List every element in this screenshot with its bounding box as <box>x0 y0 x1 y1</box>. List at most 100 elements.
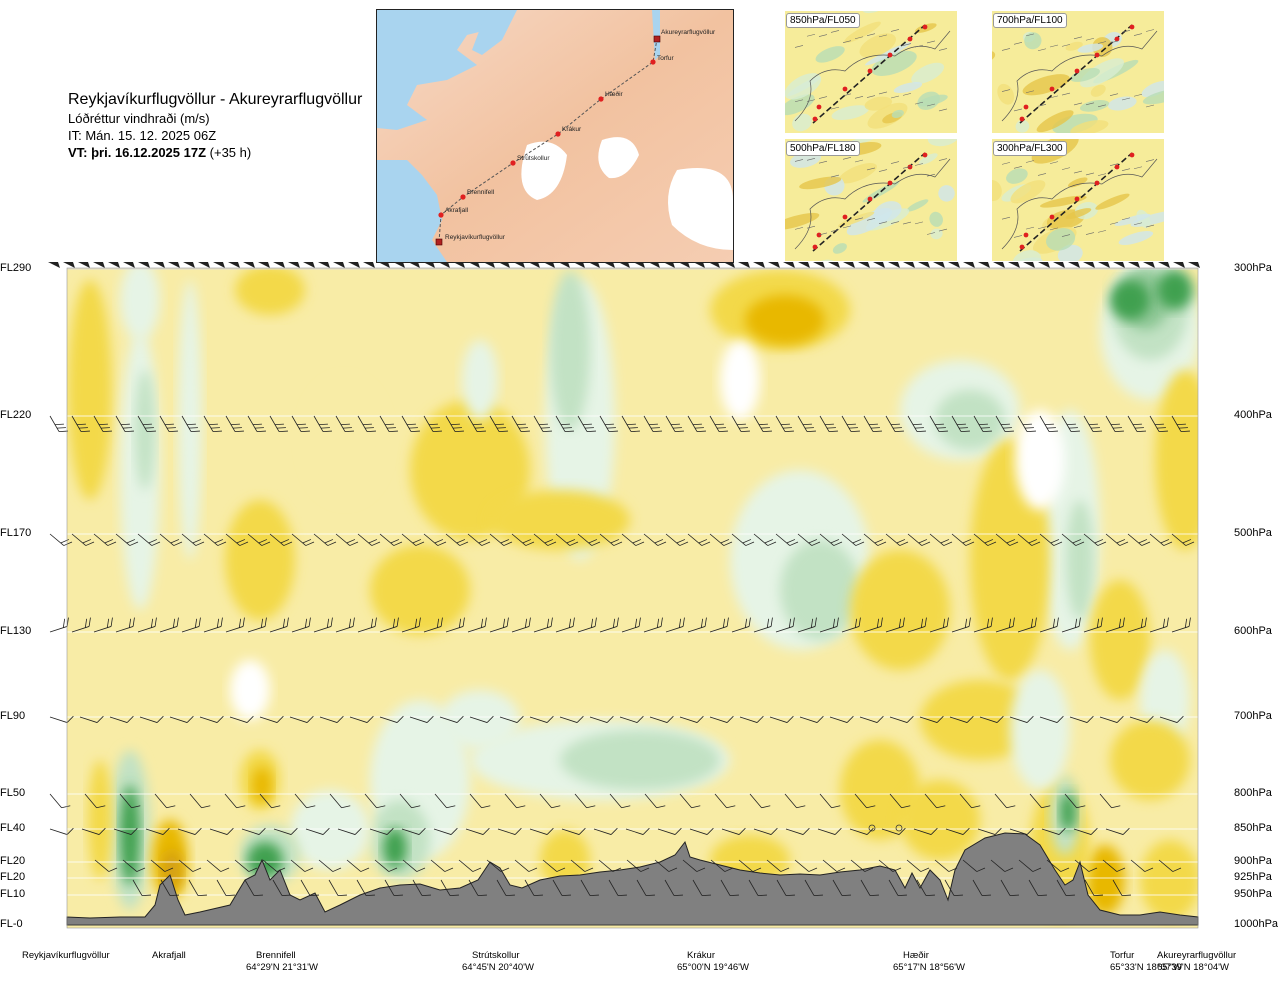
level-map-field <box>1012 250 1041 261</box>
level-map-barb <box>1037 226 1047 230</box>
wind-barb <box>511 415 530 432</box>
wind-barb <box>1102 859 1126 872</box>
velocity-blob-up-medium <box>490 490 630 550</box>
map-point-label: Akureyrarflugvöllur <box>661 29 716 36</box>
wind-barb <box>949 715 974 723</box>
wind-barb-top <box>198 262 210 268</box>
level-map-point <box>816 232 822 238</box>
level-map-label: 700hPa/FL100 <box>993 13 1067 28</box>
level-map-barb <box>794 45 804 48</box>
level-map-barb <box>818 96 828 99</box>
wind-barb-top <box>993 262 1005 268</box>
level-map-point <box>1074 68 1080 74</box>
wind-barb <box>1061 415 1080 432</box>
wind-barb <box>423 533 447 546</box>
wind-barb <box>241 827 266 835</box>
level-map-barb <box>866 218 876 221</box>
wind-barb <box>599 533 623 546</box>
wind-barb <box>679 793 701 809</box>
wind-barb <box>850 859 874 872</box>
wind-barb <box>272 879 291 896</box>
level-map-field <box>927 139 957 147</box>
velocity-blob-up-medium <box>1110 720 1190 800</box>
wind-barb-top <box>348 262 360 268</box>
wind-barb <box>115 617 135 633</box>
valid-time-bold: VT: þri. 16.12.2025 17Z <box>68 145 207 160</box>
wind-barb <box>229 715 254 723</box>
level-map-barb <box>830 229 840 232</box>
wind-barb <box>709 415 728 432</box>
wind-barb <box>794 859 818 872</box>
wind-barb <box>160 879 179 896</box>
level-map-svg <box>992 11 1164 133</box>
wind-barb <box>529 827 554 835</box>
wind-barb-top <box>93 262 105 268</box>
map-point-label: Reykjavíkurflugvöllur <box>445 234 506 241</box>
title-block: Reykjavíkurflugvöllur - Akureyrarflugvöl… <box>68 90 362 161</box>
wind-barb <box>687 617 707 633</box>
wind-barb <box>731 415 750 432</box>
wind-barb <box>412 879 431 896</box>
level-map-barb <box>806 99 816 102</box>
wind-barb <box>119 793 141 809</box>
velocity-blob-down-light <box>120 268 160 340</box>
wind-barb <box>225 533 249 546</box>
map-sea-west <box>377 160 447 262</box>
wind-barb <box>247 617 267 633</box>
level-map-barb <box>1121 97 1131 101</box>
level-map-point <box>907 36 913 42</box>
level-map-label: 300hPa/FL300 <box>993 141 1067 156</box>
wind-barb <box>313 415 332 432</box>
wind-barb <box>244 879 263 896</box>
wind-barb-top <box>288 262 300 268</box>
terrain-profile <box>66 832 1199 926</box>
wind-barb-top <box>243 262 255 268</box>
wind-barb <box>1112 879 1131 896</box>
wind-barb <box>841 415 860 432</box>
chart-subtitle: Lóðréttur vindhraði (m/s) <box>68 111 210 126</box>
wind-barb <box>990 859 1014 872</box>
wind-barb <box>539 793 561 809</box>
wind-barb <box>720 879 739 896</box>
wind-barb-top <box>663 262 675 268</box>
wind-barb <box>379 715 404 723</box>
wind-barb <box>913 827 938 835</box>
level-map-field <box>1095 193 1130 210</box>
level-map-barb <box>1025 90 1035 94</box>
level-map-barb <box>854 96 864 99</box>
level-map-barb <box>1013 108 1023 112</box>
level-map-barb <box>1037 173 1047 176</box>
wind-barb <box>577 533 601 546</box>
wind-barb <box>81 827 106 835</box>
wind-barb <box>973 617 993 633</box>
wind-barb <box>139 715 164 723</box>
level-map-field <box>832 243 847 254</box>
wind-barb <box>919 715 944 723</box>
wind-barb <box>145 827 170 835</box>
cross-section-chart <box>48 262 1200 929</box>
wind-barb <box>511 617 531 633</box>
wind-barb <box>804 879 823 896</box>
level-map-barb <box>1097 230 1107 233</box>
wind-barb <box>1105 533 1129 546</box>
wind-barb <box>979 715 1004 723</box>
wind-barb <box>113 827 138 835</box>
map-point-brennifell: Brennifell <box>460 189 495 200</box>
wind-barb <box>889 715 914 723</box>
wind-barb <box>291 533 315 546</box>
route-map: Akureyrarflugvöllur Torfur Hæðir Krákur Strú… <box>376 9 734 263</box>
wind-barb <box>409 715 434 723</box>
wind-barb <box>269 415 288 432</box>
wind-barb <box>357 415 376 432</box>
level-map-barb <box>842 225 852 229</box>
map-point-label: Krákur <box>562 126 582 133</box>
wind-barb <box>1029 793 1051 809</box>
velocity-blob-down-dark <box>120 785 140 885</box>
velocity-blob-up-medium <box>920 680 1040 760</box>
pressure-label: 950hPa <box>1234 888 1272 900</box>
wind-barb <box>109 715 134 723</box>
velocity-blob-up-orange <box>1085 845 1125 915</box>
level-map-barb <box>1061 44 1071 47</box>
wind-barb <box>349 715 374 723</box>
wind-barb <box>649 715 674 723</box>
